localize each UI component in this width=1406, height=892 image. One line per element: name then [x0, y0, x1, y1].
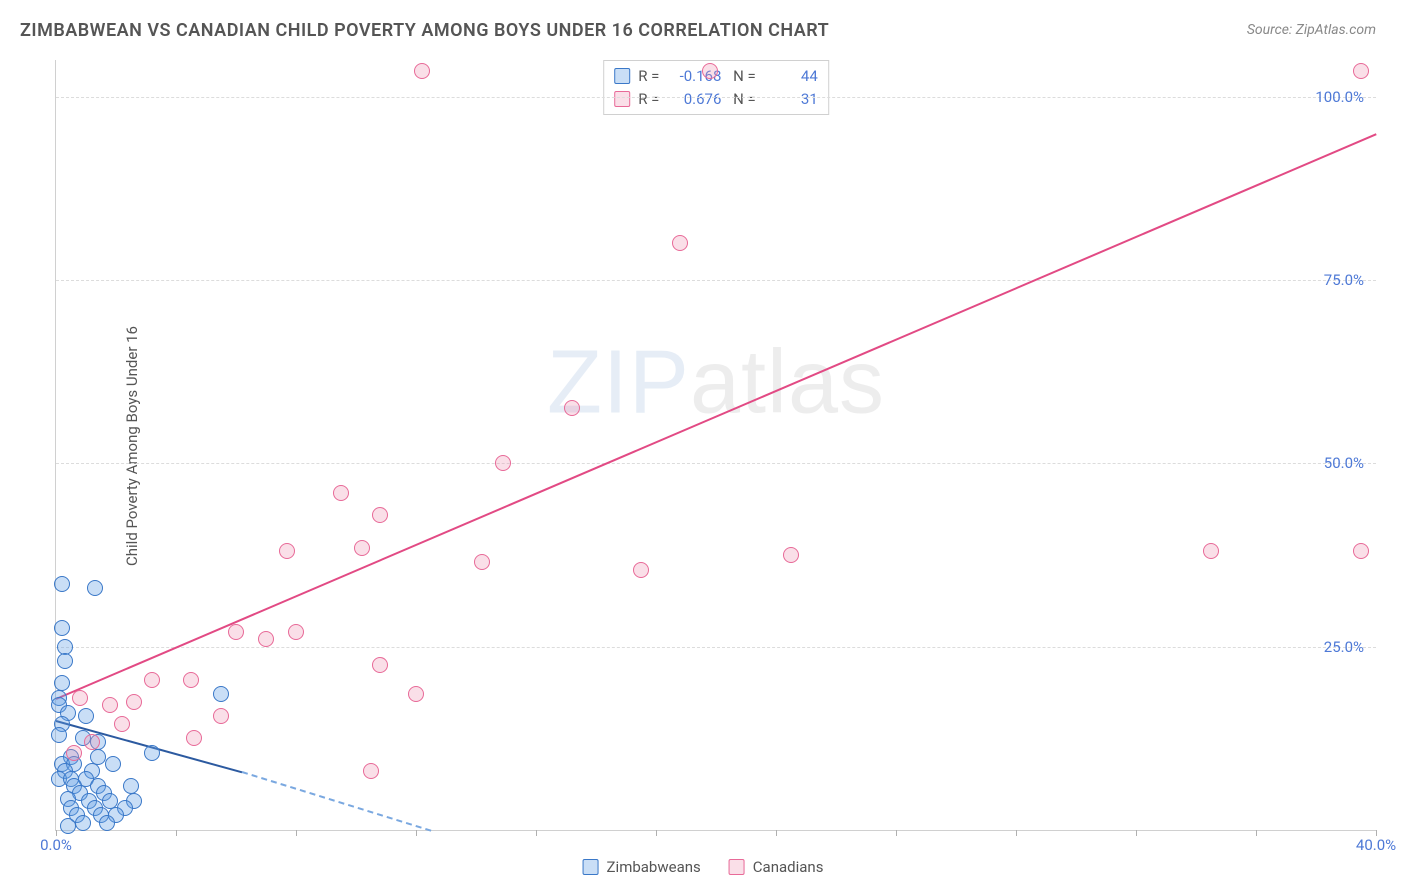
data-point: [99, 815, 115, 831]
data-point: [102, 697, 118, 713]
watermark-bold: ZIP: [547, 333, 690, 433]
data-point: [1353, 543, 1369, 559]
watermark-light: atlas: [690, 333, 885, 433]
data-point: [72, 690, 88, 706]
data-point: [228, 624, 244, 640]
data-point: [1353, 63, 1369, 79]
series-legend: Zimbabweans Canadians: [583, 858, 824, 876]
data-point: [564, 400, 580, 416]
data-point: [183, 672, 199, 688]
legend-label: Zimbabweans: [607, 858, 701, 876]
data-point: [258, 631, 274, 647]
trend-line: [56, 133, 1377, 700]
data-point: [126, 694, 142, 710]
data-point: [54, 620, 70, 636]
data-point: [66, 745, 82, 761]
data-point: [57, 653, 73, 669]
data-point: [1203, 543, 1219, 559]
swatch-pink-icon: [729, 859, 745, 875]
x-tick: [416, 830, 417, 836]
trend-line: [242, 771, 432, 832]
data-point: [51, 727, 67, 743]
x-tick: [176, 830, 177, 836]
y-tick-label: 25.0%: [1324, 638, 1364, 656]
data-point: [474, 554, 490, 570]
x-tick: [536, 830, 537, 836]
y-tick-label: 100.0%: [1315, 88, 1364, 106]
swatch-blue-icon: [614, 68, 630, 84]
y-tick-label: 50.0%: [1324, 454, 1364, 472]
x-tick: [776, 830, 777, 836]
watermark: ZIPatlas: [547, 332, 885, 435]
data-point: [372, 657, 388, 673]
data-point: [408, 686, 424, 702]
x-tick: [1136, 830, 1137, 836]
stat-n-label: N =: [729, 88, 755, 111]
data-point: [186, 730, 202, 746]
x-tick: [296, 830, 297, 836]
data-point: [144, 745, 160, 761]
swatch-pink-icon: [614, 91, 630, 107]
stat-n-value: 31: [764, 88, 818, 111]
data-point: [54, 675, 70, 691]
data-point: [672, 235, 688, 251]
x-tick: [1256, 830, 1257, 836]
x-tick-label: 40.0%: [1356, 836, 1396, 854]
x-tick: [1016, 830, 1017, 836]
data-point: [75, 815, 91, 831]
data-point: [60, 818, 76, 834]
y-tick-label: 75.0%: [1324, 271, 1364, 289]
gridline-h: [56, 280, 1376, 281]
chart-plot-area: R = -0.168 N = 44 R = 0.676 N = 31 ZIPat…: [55, 60, 1376, 831]
x-tick: [896, 830, 897, 836]
source-link[interactable]: ZipAtlas.com: [1296, 22, 1376, 38]
gridline-h: [56, 97, 1376, 98]
gridline-h: [56, 463, 1376, 464]
legend-label: Canadians: [753, 858, 824, 876]
stat-r-value: 0.676: [667, 88, 721, 111]
gridline-h: [56, 647, 1376, 648]
data-point: [57, 639, 73, 655]
data-point: [213, 686, 229, 702]
stat-r-label: R =: [638, 65, 659, 88]
data-point: [123, 778, 139, 794]
chart-title: ZIMBABWEAN VS CANADIAN CHILD POVERTY AMO…: [20, 20, 829, 41]
legend-item-zimbabweans: Zimbabweans: [583, 858, 701, 876]
data-point: [105, 756, 121, 772]
x-tick: [656, 830, 657, 836]
data-point: [114, 716, 130, 732]
data-point: [87, 580, 103, 596]
data-point: [213, 708, 229, 724]
source-attribution: Source: ZipAtlas.com: [1247, 22, 1376, 38]
stats-row-canadians: R = 0.676 N = 31: [614, 88, 818, 111]
data-point: [84, 734, 100, 750]
data-point: [279, 543, 295, 559]
stat-n-label: N =: [729, 65, 755, 88]
legend-item-canadians: Canadians: [729, 858, 824, 876]
data-point: [495, 455, 511, 471]
data-point: [702, 63, 718, 79]
data-point: [414, 63, 430, 79]
data-point: [372, 507, 388, 523]
data-point: [288, 624, 304, 640]
swatch-blue-icon: [583, 859, 599, 875]
data-point: [783, 547, 799, 563]
data-point: [54, 576, 70, 592]
source-prefix: Source:: [1247, 22, 1296, 38]
data-point: [78, 708, 94, 724]
data-point: [354, 540, 370, 556]
data-point: [333, 485, 349, 501]
stat-r-label: R =: [638, 88, 659, 111]
data-point: [633, 562, 649, 578]
data-point: [363, 763, 379, 779]
data-point: [144, 672, 160, 688]
stat-n-value: 44: [764, 65, 818, 88]
data-point: [102, 793, 118, 809]
x-tick-label: 0.0%: [40, 836, 72, 854]
data-point: [90, 749, 106, 765]
